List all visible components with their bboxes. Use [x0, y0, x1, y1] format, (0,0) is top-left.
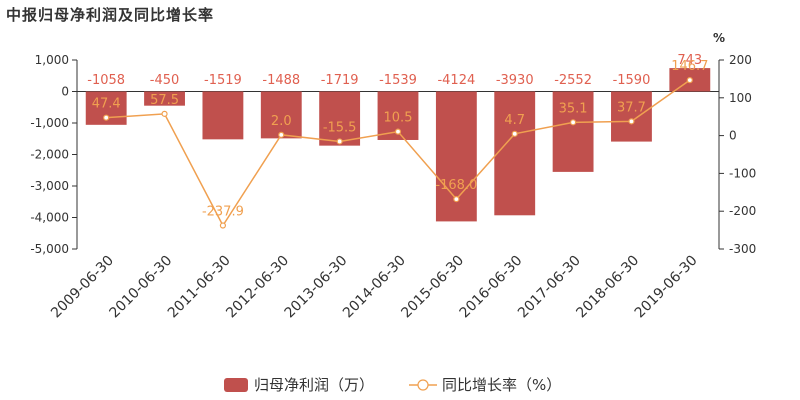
- line-data-label: -237.9: [202, 205, 244, 220]
- line-data-label: 2.0: [271, 114, 292, 129]
- left-axis-tick-label: -1,000: [30, 116, 69, 130]
- bar-data-label: -1590: [613, 73, 651, 88]
- right-axis-tick-label: -200: [729, 204, 756, 218]
- line-data-label: 47.4: [92, 97, 121, 112]
- legend-bar-swatch: [224, 378, 248, 392]
- bar-data-label: -1539: [379, 73, 417, 88]
- labels-layer: -1058 -450 -1519 -1488 -1719 -1539 -4124 -3930 -…: [87, 53, 708, 219]
- left-axis-tick-label: 1,000: [35, 53, 69, 67]
- legend-line-marker: [417, 379, 429, 391]
- line-data-label: 57.5: [150, 93, 179, 108]
- legend-bar-label: 归母净利润（万）: [254, 376, 374, 394]
- bar: [494, 91, 536, 216]
- x-tick-label: 2019-06-30: [632, 253, 701, 322]
- growth-point: [511, 130, 518, 137]
- right-axis-tick-label: -300: [729, 242, 756, 256]
- growth-point: [219, 222, 227, 229]
- growth-point: [394, 128, 402, 135]
- bars-layer: [85, 68, 711, 222]
- right-axis-tick-label: 0: [729, 129, 737, 143]
- growth-point: [278, 131, 285, 138]
- bar-data-label: -1719: [321, 73, 359, 88]
- left-axis-tick-label: -2,000: [30, 148, 69, 162]
- growth-point: [103, 114, 110, 121]
- legend-line-label: 同比增长率（%）: [442, 376, 561, 394]
- line-data-label: 35.1: [559, 101, 588, 116]
- line-data-label: -168.0: [435, 178, 477, 193]
- right-axis-tick-label: 200: [729, 53, 752, 67]
- line-data-label: 4.7: [504, 113, 525, 128]
- bar-data-label: -1519: [204, 73, 242, 88]
- line-data-label: -15.5: [323, 120, 357, 135]
- left-axis-tick-label: 0: [61, 85, 69, 99]
- legend-layer: 归母净利润（万） 同比增长率（%）: [224, 376, 561, 394]
- bar-data-label: -4124: [437, 73, 475, 88]
- bar: [611, 91, 652, 142]
- line-data-label: 146.7: [671, 59, 708, 74]
- bar: [260, 91, 302, 139]
- line-layer: [103, 77, 693, 229]
- growth-point: [161, 110, 168, 117]
- growth-point: [686, 77, 693, 84]
- bar-data-label: -2552: [554, 73, 592, 88]
- left-axis-tick-label: -4,000: [30, 211, 69, 225]
- growth-point: [453, 196, 460, 203]
- right-axis-unit: %: [713, 31, 725, 45]
- bar-data-label: -3930: [496, 73, 534, 88]
- chart-title: 中报归母净利润及同比增长率: [6, 6, 215, 24]
- left-axis-tick-label: -5,000: [30, 242, 69, 256]
- line-data-label: 37.7: [617, 100, 646, 115]
- bar: [552, 91, 594, 172]
- right-axis-tick-label: -100: [729, 166, 756, 180]
- bar-data-label: 743: [677, 53, 702, 68]
- bar: [202, 91, 244, 140]
- bar: [144, 91, 185, 106]
- left-axis-tick-label: -3,000: [30, 179, 69, 193]
- bar-data-label: -1488: [262, 73, 300, 88]
- growth-point: [628, 118, 635, 125]
- bar-data-label: -450: [150, 73, 180, 88]
- line-data-label: 10.5: [384, 111, 413, 126]
- bar-data-label: -1058: [87, 73, 125, 88]
- growth-point: [569, 119, 577, 126]
- growth-point: [336, 138, 343, 145]
- right-axis-tick-label: 100: [729, 91, 752, 105]
- bar: [319, 91, 361, 146]
